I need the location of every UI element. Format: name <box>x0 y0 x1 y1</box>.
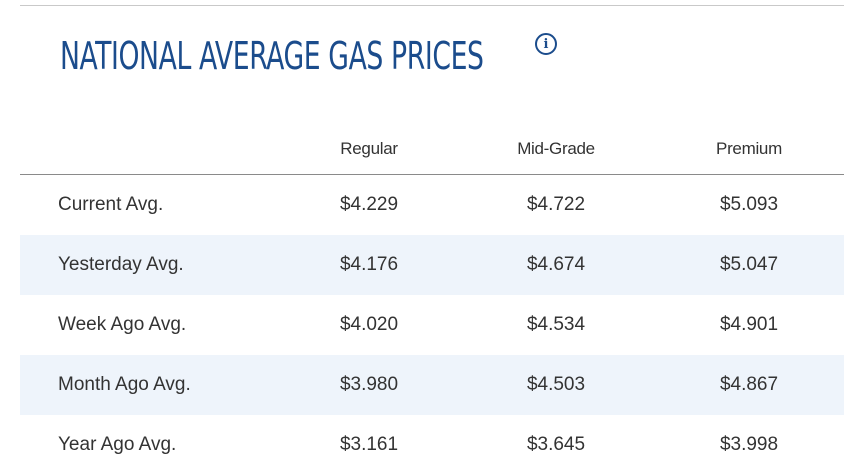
regular-price: $4.229 <box>339 194 399 215</box>
gas-prices-table: Regular Mid-Grade Premium Current Avg. $… <box>20 124 844 475</box>
table-row: Yesterday Avg. $4.176 $4.674 $5.047 <box>20 235 844 295</box>
premium-price: $5.047 <box>654 235 844 295</box>
column-header-regular: Regular <box>280 124 458 175</box>
table-row: Current Avg. $4.229 $4.722 $5.093 <box>20 175 844 236</box>
row-label: Current Avg. <box>58 194 164 215</box>
top-divider <box>20 5 844 6</box>
row-label: Month Ago Avg. <box>20 355 280 415</box>
row-label: Yesterday Avg. <box>20 235 280 295</box>
premium-price: $4.901 <box>719 314 779 335</box>
mid-grade-price: $3.645 <box>526 434 586 455</box>
regular-price: $4.176 <box>280 235 458 295</box>
info-icon[interactable]: i <box>535 33 557 55</box>
row-label: Year Ago Avg. <box>58 434 177 455</box>
page-title: NATIONAL AVERAGE GAS PRICES <box>60 34 484 78</box>
table-row: Year Ago Avg. $3.161 $3.645 $3.998 <box>20 415 844 475</box>
mid-grade-price: $4.722 <box>526 194 586 215</box>
regular-price: $4.020 <box>339 314 399 335</box>
table-header-row: Regular Mid-Grade Premium <box>20 124 844 175</box>
regular-price: $3.980 <box>280 355 458 415</box>
column-header-mid-grade: Mid-Grade <box>458 124 654 175</box>
regular-price: $3.161 <box>339 434 399 455</box>
table-row: Month Ago Avg. $3.980 $4.503 $4.867 <box>20 355 844 415</box>
mid-grade-price: $4.534 <box>526 314 586 335</box>
column-header-label <box>20 124 280 175</box>
title-area: NATIONAL AVERAGE GAS PRICES <box>60 31 603 81</box>
premium-price: $4.867 <box>654 355 844 415</box>
mid-grade-price: $4.674 <box>458 235 654 295</box>
row-label: Week Ago Avg. <box>58 314 187 335</box>
table-row: Week Ago Avg. $4.020 $4.534 $4.901 <box>20 295 844 355</box>
column-header-premium: Premium <box>654 124 844 175</box>
mid-grade-price: $4.503 <box>458 355 654 415</box>
premium-price: $3.998 <box>719 434 779 455</box>
premium-price: $5.093 <box>719 194 779 215</box>
